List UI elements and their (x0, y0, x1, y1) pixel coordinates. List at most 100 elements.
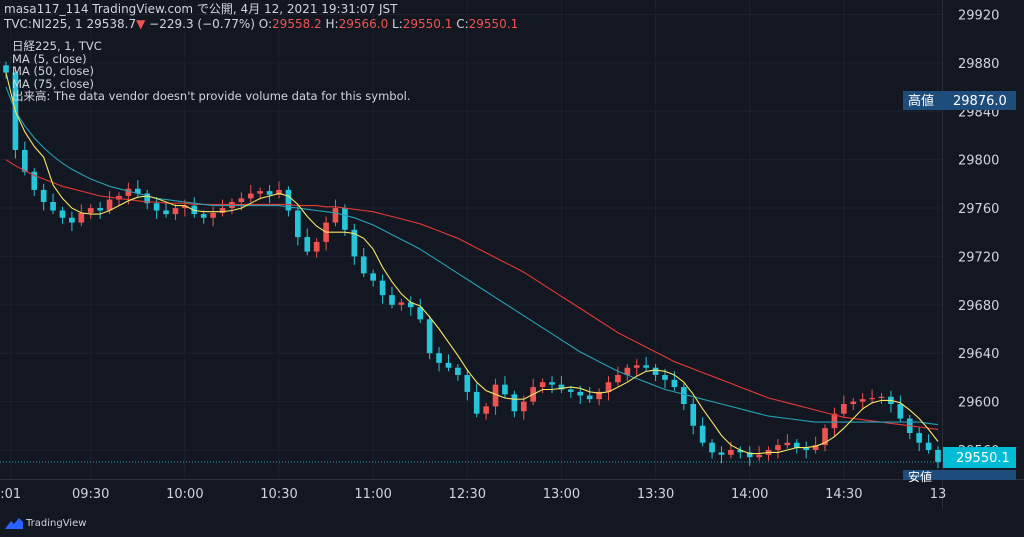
candle-body (3, 65, 9, 73)
ma50-line (5, 86, 939, 426)
x-tick-label: 13 (930, 487, 947, 502)
candle-body (342, 208, 348, 230)
candle-body (50, 202, 56, 211)
candle-body (153, 203, 160, 211)
candle-body (229, 202, 235, 209)
down-arrow-icon: ▼ (136, 17, 146, 31)
candle-body (116, 195, 122, 200)
candle-body (859, 399, 866, 402)
candle-body (841, 404, 847, 414)
indicator-legend: 日経225, 1, TVC MA (5, close) MA (50, clos… (12, 40, 411, 103)
candle-body (624, 367, 631, 375)
candle-body (812, 445, 819, 450)
candle-body (586, 395, 593, 400)
candle-body (916, 433, 922, 443)
time-axis[interactable]: :01 09:30 10:00 10:30 11:00 12:30 13:00 13:30 14… (0, 487, 946, 502)
candle-body (266, 191, 273, 195)
high-value: 29876.0 (953, 94, 1007, 109)
candle-body (163, 210, 169, 215)
candle-body (897, 404, 904, 419)
low-price-tag: 安値 (903, 469, 1016, 484)
candle-body (746, 452, 753, 458)
ohlc-close: 29550.1 (468, 17, 519, 31)
x-tick-label: 13:00 (543, 487, 580, 502)
y-tick-label: 29920 (958, 9, 999, 24)
tradingview-brand[interactable]: TradingView (26, 518, 87, 529)
candle-body (144, 193, 151, 204)
candle-body (633, 365, 640, 368)
legend-ma5[interactable]: MA (5, close) (12, 51, 87, 66)
tradingview-logo-icon[interactable] (5, 518, 23, 529)
candle-body (97, 208, 103, 211)
candle-body (417, 307, 424, 320)
symbol: TVC:NI225, 1 (4, 17, 83, 31)
candle-body (31, 171, 38, 190)
candle-body (238, 198, 245, 203)
y-tick-label: 29640 (958, 347, 999, 362)
candle-body (285, 189, 292, 211)
candle-body (690, 404, 697, 426)
candle-body (172, 208, 179, 215)
candle-body (803, 447, 810, 450)
legend-volume[interactable]: 出来高: The data vendor doesn't provide vol… (12, 89, 411, 104)
ohlc-close-label: C: (456, 17, 469, 31)
candle-body (539, 382, 546, 388)
x-tick-label: 14:00 (731, 487, 768, 502)
candle-body (313, 241, 320, 252)
ohlc-low-label: L: (392, 17, 403, 31)
y-tick-label: 29760 (958, 202, 999, 217)
y-tick-label: 29600 (958, 396, 999, 411)
candle-body (464, 374, 471, 392)
candle-body (473, 391, 480, 414)
candle-body (784, 442, 791, 446)
candle-body (351, 229, 358, 257)
legend-ma75[interactable]: MA (75, close) (12, 76, 94, 91)
candle-body (935, 449, 941, 463)
candle-body (182, 205, 188, 209)
candle-body (445, 362, 452, 368)
candle-body (850, 401, 857, 405)
candle-body (831, 413, 838, 429)
last-price: 29538.7 (86, 17, 137, 31)
candle-body (558, 384, 565, 390)
last-price-tag: 29550.1 (943, 447, 1016, 468)
candle-body (775, 445, 781, 450)
candle-body (78, 212, 85, 223)
candle-body (925, 442, 932, 450)
candle-body (878, 396, 885, 398)
ma75-line (5, 159, 939, 430)
candle-body (549, 382, 555, 385)
candle-body (492, 384, 499, 407)
candle-body (407, 302, 414, 308)
candle-body (643, 365, 649, 368)
candle-body (699, 425, 706, 443)
candle-body (756, 454, 762, 458)
candle-body (257, 191, 264, 194)
candle-body (210, 212, 216, 218)
x-tick-label: 11:00 (354, 487, 391, 502)
candle-body (379, 280, 386, 296)
legend-ma50[interactable]: MA (50, close) (12, 64, 94, 79)
footer: TradingView (0, 509, 1024, 537)
legend-series[interactable]: 日経225, 1, TVC (12, 39, 102, 53)
candle-body (276, 189, 282, 195)
candle-body (426, 319, 433, 354)
candle-body (436, 353, 442, 363)
candle-body (568, 389, 574, 392)
candle-body (389, 295, 395, 305)
candle-body (793, 442, 800, 448)
y-tick-label: 29800 (958, 154, 999, 169)
candle-body (671, 379, 678, 388)
candle-body (455, 367, 461, 375)
candle-body (596, 391, 602, 400)
low-label: 安値 (908, 469, 932, 484)
candle-body (304, 237, 311, 252)
candle-body (360, 256, 367, 274)
candle-body (106, 199, 113, 211)
candle-body (59, 210, 66, 218)
ohlc-low: 29550.1 (402, 17, 453, 31)
x-tick-label: 10:00 (166, 487, 203, 502)
candle-body (728, 449, 734, 455)
